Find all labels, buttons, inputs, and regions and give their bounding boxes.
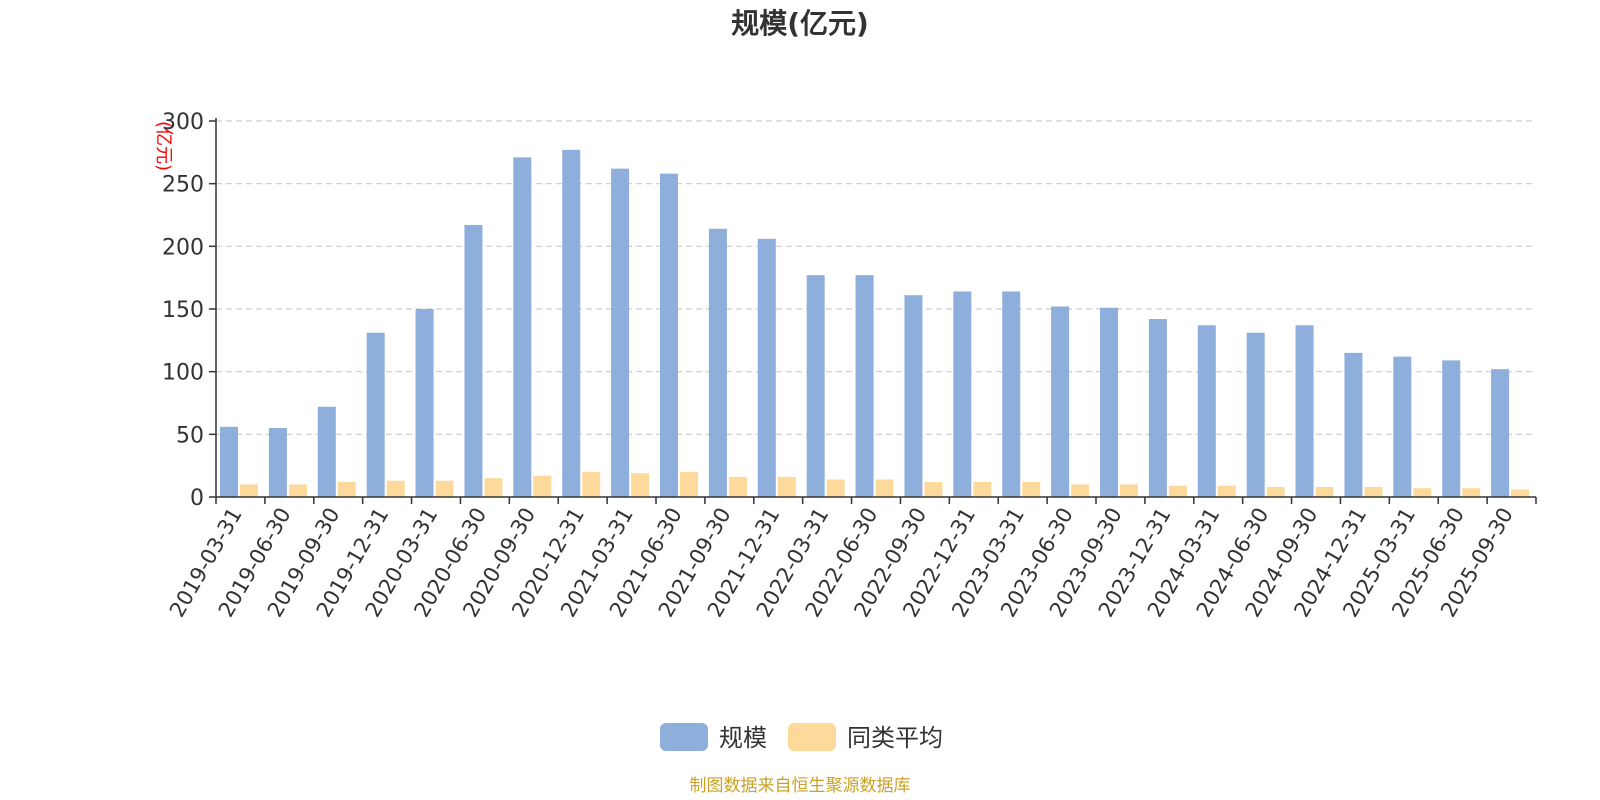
bar-peer-average bbox=[386, 480, 405, 497]
gridlines bbox=[216, 120, 1536, 435]
y-tick-label: 250 bbox=[162, 173, 204, 198]
legend-label: 规模 bbox=[719, 724, 767, 752]
bar-peer-average bbox=[1022, 481, 1041, 497]
bar-scale bbox=[708, 228, 727, 497]
bar-peer-average bbox=[875, 479, 894, 497]
bar-scale bbox=[611, 168, 630, 498]
y-tick-label: 200 bbox=[162, 235, 204, 260]
bar-scale bbox=[1002, 291, 1021, 497]
bar-peer-average bbox=[973, 481, 992, 497]
bar-scale bbox=[220, 426, 238, 497]
bar-scale bbox=[1148, 319, 1167, 497]
bar-scale bbox=[757, 238, 776, 497]
bar-scale bbox=[562, 149, 581, 497]
bar-peer-average bbox=[1071, 484, 1090, 497]
bar-peer-average bbox=[1120, 484, 1138, 497]
bar-scale bbox=[1393, 356, 1412, 497]
bar-scale bbox=[855, 275, 874, 497]
bar-peer-average bbox=[337, 481, 356, 497]
bar-scale bbox=[1295, 325, 1314, 497]
bar-scale bbox=[953, 291, 972, 497]
bar-scale bbox=[660, 173, 678, 497]
bar-peer-average bbox=[582, 471, 601, 497]
bar-peer-average bbox=[1364, 486, 1383, 497]
bar-scale bbox=[1100, 307, 1118, 497]
bar-peer-average bbox=[777, 476, 796, 497]
axes bbox=[215, 118, 1536, 498]
bar-scale bbox=[366, 332, 385, 497]
legend-swatch bbox=[660, 723, 708, 751]
bar-peer-average bbox=[1315, 486, 1334, 497]
bar-peer-average bbox=[1462, 488, 1481, 497]
bar-peer-average bbox=[288, 484, 307, 497]
bar-scale bbox=[1491, 369, 1510, 497]
bar-scale bbox=[904, 295, 923, 497]
bar-scale bbox=[1344, 352, 1363, 497]
bar-peer-average bbox=[826, 479, 845, 497]
bar-peer-average bbox=[631, 473, 650, 497]
bar-scale bbox=[1051, 306, 1070, 497]
legend-swatch bbox=[788, 723, 836, 751]
y-tick-label: 0 bbox=[190, 486, 204, 511]
bar-peer-average bbox=[680, 471, 698, 497]
y-tick-label: 300 bbox=[162, 110, 204, 135]
y-axis-ticks: 0 50 100 150 200 250 300 bbox=[162, 110, 216, 511]
bar-peer-average bbox=[1413, 488, 1432, 497]
chart-title: 规模(亿元) bbox=[731, 7, 869, 40]
bar-peer-average bbox=[1168, 485, 1187, 497]
bar-peer-average bbox=[533, 475, 552, 497]
legend-label: 同类平均 bbox=[847, 724, 943, 752]
bar-scale bbox=[513, 157, 532, 497]
bar-peer-average bbox=[435, 480, 454, 497]
bar-scale bbox=[806, 275, 825, 497]
bar-scale bbox=[317, 406, 336, 497]
bar-scale bbox=[1246, 332, 1265, 497]
bar-scale bbox=[464, 225, 483, 497]
y-tick-label: 150 bbox=[162, 298, 204, 323]
bars bbox=[220, 149, 1530, 498]
bar-scale bbox=[415, 309, 434, 497]
y-tick-label: 50 bbox=[176, 423, 204, 448]
bar-scale bbox=[268, 428, 287, 497]
y-tick-label: 100 bbox=[162, 361, 204, 386]
legend: 规模 同类平均 bbox=[660, 723, 943, 752]
bar-peer-average bbox=[924, 481, 943, 497]
bar-peer-average bbox=[240, 484, 258, 497]
bar-peer-average bbox=[1266, 486, 1285, 497]
bar-peer-average bbox=[728, 476, 747, 497]
x-axis-ticks: 2019-03-312019-06-302019-09-302019-12-31… bbox=[165, 497, 1537, 621]
bar-peer-average bbox=[1217, 485, 1236, 497]
bar-scale bbox=[1442, 360, 1461, 497]
bar-peer-average bbox=[1511, 489, 1530, 497]
y-axis-unit-label: (亿元) bbox=[153, 121, 174, 171]
source-note: 制图数据来自恒生聚源数据库 bbox=[690, 776, 911, 796]
bar-scale bbox=[1197, 325, 1216, 497]
bar-peer-average bbox=[484, 478, 503, 497]
